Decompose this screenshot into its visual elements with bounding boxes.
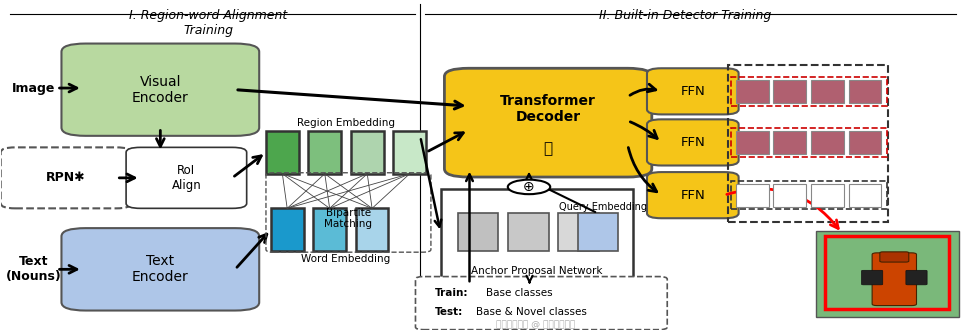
FancyBboxPatch shape bbox=[736, 80, 769, 103]
FancyBboxPatch shape bbox=[880, 252, 909, 262]
FancyBboxPatch shape bbox=[811, 80, 843, 103]
Text: RoI
Align: RoI Align bbox=[172, 164, 201, 192]
FancyBboxPatch shape bbox=[415, 277, 668, 330]
Text: ⊕: ⊕ bbox=[524, 180, 535, 194]
Text: Base & Novel classes: Base & Novel classes bbox=[476, 307, 587, 317]
FancyBboxPatch shape bbox=[393, 131, 426, 174]
FancyBboxPatch shape bbox=[355, 208, 388, 251]
FancyBboxPatch shape bbox=[351, 131, 384, 174]
Text: 掘金技术社区 @ 京东云开发者: 掘金技术社区 @ 京东云开发者 bbox=[497, 320, 576, 329]
FancyBboxPatch shape bbox=[816, 231, 958, 317]
Text: Anchor Proposal Network: Anchor Proposal Network bbox=[471, 266, 603, 276]
FancyBboxPatch shape bbox=[811, 184, 843, 207]
Text: FFN: FFN bbox=[680, 136, 705, 149]
FancyBboxPatch shape bbox=[774, 184, 807, 207]
FancyBboxPatch shape bbox=[906, 270, 927, 285]
FancyBboxPatch shape bbox=[127, 147, 246, 208]
Text: Image: Image bbox=[13, 81, 56, 95]
FancyBboxPatch shape bbox=[736, 131, 769, 154]
Text: FFN: FFN bbox=[680, 189, 705, 202]
FancyBboxPatch shape bbox=[862, 270, 883, 285]
FancyBboxPatch shape bbox=[647, 172, 739, 218]
FancyBboxPatch shape bbox=[811, 131, 843, 154]
Text: RPN✱: RPN✱ bbox=[46, 171, 86, 184]
Text: 🫧: 🫧 bbox=[544, 141, 553, 156]
FancyBboxPatch shape bbox=[508, 213, 549, 251]
Text: Visual
Encoder: Visual Encoder bbox=[132, 74, 188, 105]
FancyBboxPatch shape bbox=[736, 184, 769, 207]
Text: II. Built-in Detector Training: II. Built-in Detector Training bbox=[600, 9, 772, 22]
FancyBboxPatch shape bbox=[313, 208, 346, 251]
Text: FFN: FFN bbox=[680, 85, 705, 98]
FancyBboxPatch shape bbox=[848, 80, 881, 103]
Text: Word Embedding: Word Embedding bbox=[301, 255, 390, 264]
FancyBboxPatch shape bbox=[848, 184, 881, 207]
Text: Region Embedding: Region Embedding bbox=[297, 118, 395, 127]
Circle shape bbox=[508, 180, 551, 194]
FancyBboxPatch shape bbox=[1, 147, 131, 208]
FancyBboxPatch shape bbox=[647, 68, 739, 115]
FancyBboxPatch shape bbox=[62, 228, 259, 310]
FancyBboxPatch shape bbox=[558, 213, 599, 251]
FancyBboxPatch shape bbox=[308, 131, 341, 174]
FancyBboxPatch shape bbox=[872, 253, 917, 306]
Text: Base classes: Base classes bbox=[486, 288, 553, 298]
Text: Query Embedding: Query Embedding bbox=[558, 202, 646, 212]
FancyBboxPatch shape bbox=[848, 131, 881, 154]
FancyBboxPatch shape bbox=[266, 131, 298, 174]
Text: Text
Encoder: Text Encoder bbox=[132, 254, 188, 284]
FancyBboxPatch shape bbox=[647, 119, 739, 166]
FancyBboxPatch shape bbox=[440, 189, 634, 284]
Text: Transformer
Decoder: Transformer Decoder bbox=[500, 94, 596, 124]
FancyBboxPatch shape bbox=[774, 131, 807, 154]
Text: Text
(Nouns): Text (Nouns) bbox=[6, 255, 61, 283]
FancyBboxPatch shape bbox=[458, 213, 498, 251]
Text: I. Region-word Alignment
Training: I. Region-word Alignment Training bbox=[128, 9, 287, 37]
Text: Test:: Test: bbox=[435, 307, 463, 317]
FancyBboxPatch shape bbox=[774, 80, 807, 103]
FancyBboxPatch shape bbox=[444, 68, 652, 177]
FancyBboxPatch shape bbox=[62, 44, 259, 136]
Text: Train:: Train: bbox=[435, 288, 469, 298]
FancyBboxPatch shape bbox=[270, 208, 303, 251]
FancyBboxPatch shape bbox=[578, 213, 618, 251]
Text: Bipartite
Matching: Bipartite Matching bbox=[325, 208, 373, 229]
